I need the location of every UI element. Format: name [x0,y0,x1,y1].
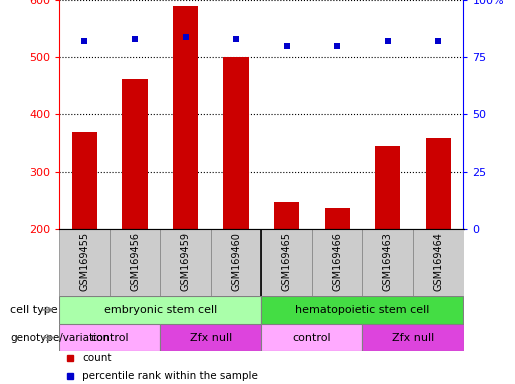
Bar [59,324,160,351]
Text: embryonic stem cell: embryonic stem cell [104,305,217,315]
Bar [375,146,400,229]
Bar [261,229,312,296]
Bar [324,208,350,229]
Text: percentile rank within the sample: percentile rank within the sample [82,371,259,381]
Bar [211,229,261,296]
Bar [160,324,261,351]
Bar [261,296,464,324]
Bar [425,139,451,229]
Text: GSM169465: GSM169465 [282,232,291,291]
Bar [413,229,464,296]
Point [333,43,341,49]
Text: GSM169463: GSM169463 [383,232,393,291]
Bar [123,79,148,229]
Bar [274,202,299,229]
Point [384,38,392,44]
Bar [173,6,198,229]
Bar [59,296,261,324]
Text: control: control [293,333,331,343]
Bar [261,324,363,351]
Bar [363,229,413,296]
Text: GSM169466: GSM169466 [332,232,342,291]
Bar [160,229,211,296]
Text: count: count [82,353,112,363]
Text: hematopoietic stem cell: hematopoietic stem cell [295,305,430,315]
Bar [110,229,160,296]
Text: genotype/variation: genotype/variation [10,333,109,343]
Bar [224,57,249,229]
Bar [312,229,363,296]
Bar [72,132,97,229]
Point [232,36,240,42]
Text: control: control [91,333,129,343]
Text: GSM169459: GSM169459 [181,232,191,291]
Point [131,36,139,42]
Text: GSM169456: GSM169456 [130,232,140,291]
Text: cell type: cell type [10,305,58,315]
Point [181,33,190,40]
Bar [59,229,110,296]
Text: GSM169460: GSM169460 [231,232,241,291]
Point [434,38,442,44]
Text: GSM169464: GSM169464 [433,232,443,291]
Text: Zfx null: Zfx null [392,333,434,343]
Point [80,38,89,44]
Bar [363,324,464,351]
Text: Zfx null: Zfx null [190,333,232,343]
Point [283,43,291,49]
Text: GSM169455: GSM169455 [79,232,90,291]
